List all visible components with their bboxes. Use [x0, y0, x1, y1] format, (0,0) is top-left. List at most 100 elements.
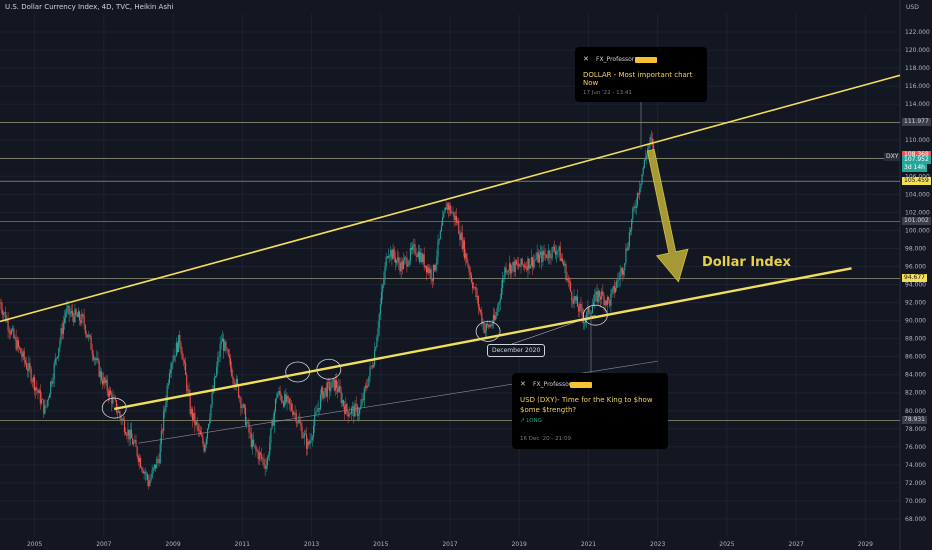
candle-body — [560, 258, 562, 261]
candle-body — [517, 263, 519, 265]
candle-body — [429, 269, 431, 274]
candle-body — [406, 257, 408, 267]
candle-body — [600, 296, 602, 300]
candle-body — [213, 377, 215, 391]
candle-body — [229, 358, 232, 368]
candle-body — [507, 270, 509, 272]
candle-body — [140, 458, 142, 468]
candle-body — [146, 474, 149, 481]
candle-body — [31, 381, 33, 383]
candle-body — [420, 252, 422, 262]
candle-body — [598, 290, 600, 297]
candle-body — [620, 268, 622, 273]
candle-body — [371, 365, 373, 368]
candle-body — [172, 360, 174, 364]
idea-card-top[interactable]: ✕ FX_Professor DOLLAR - Most important c… — [575, 47, 707, 102]
idea-card-bottom[interactable]: ✕ FX_Professor USD (DXY)- Time for the K… — [512, 373, 668, 449]
idea-author[interactable]: FX_Professor — [596, 56, 635, 63]
idea-title[interactable]: USD (DXY)- Time for the King to $how $om… — [520, 396, 653, 414]
candle-body — [466, 253, 468, 263]
candle-body — [483, 322, 485, 333]
candle-body — [206, 428, 209, 439]
price-tag: 107.952 — [902, 156, 931, 165]
candle-body — [332, 379, 334, 382]
candle-body — [446, 203, 448, 210]
candle-body — [434, 264, 436, 271]
candle-body — [610, 293, 612, 306]
candle-body — [53, 363, 55, 380]
candle-body — [356, 405, 358, 416]
candle-body — [166, 385, 168, 402]
price-tag: 78.931 — [902, 416, 927, 425]
candle-body — [291, 404, 293, 411]
candle-body — [115, 400, 117, 412]
candle-body — [341, 400, 343, 403]
candle-body — [70, 310, 73, 314]
candle-body — [202, 436, 204, 444]
candle-body — [379, 304, 381, 315]
y-tick-label: 74.000 — [905, 462, 926, 469]
candle-body — [573, 296, 575, 304]
idea-author[interactable]: FX_Professor — [533, 381, 572, 388]
candle-body — [185, 362, 187, 376]
candle-body — [372, 365, 375, 368]
candle-body — [506, 271, 508, 273]
candle-body — [538, 254, 541, 263]
candle-body — [360, 405, 362, 409]
y-tick-label: 102.000 — [905, 209, 930, 216]
candle-body — [40, 399, 43, 404]
candle-body — [66, 307, 68, 314]
candle-body — [617, 280, 619, 281]
candle-body — [595, 291, 597, 295]
candle-body — [627, 246, 629, 250]
candle-body — [508, 263, 511, 271]
candle-body — [28, 363, 30, 371]
candle-body — [186, 375, 188, 391]
callout-connector-line — [511, 314, 596, 345]
candle-body — [612, 285, 614, 290]
candle-body — [490, 324, 492, 326]
candle-body — [593, 302, 595, 307]
candle-body — [14, 337, 16, 338]
candle-body — [20, 348, 22, 354]
candle-body — [38, 389, 40, 394]
candle-body — [15, 337, 17, 350]
candle-body — [128, 429, 130, 440]
candle-body — [225, 341, 227, 349]
candle-body — [567, 278, 569, 281]
candle-body — [633, 206, 635, 209]
candle-body — [126, 434, 128, 436]
candle-body — [636, 193, 638, 206]
candle-body — [323, 391, 325, 399]
x-tick-label: 2023 — [650, 541, 665, 548]
y-tick-label: 100.000 — [905, 227, 930, 234]
candle-body — [347, 411, 349, 417]
candle-body — [211, 392, 213, 405]
candle-body — [227, 349, 229, 356]
candle-body — [306, 434, 308, 449]
candle-body — [182, 359, 184, 361]
candle-body — [183, 360, 185, 363]
candle-body — [163, 411, 165, 432]
candle-body — [395, 260, 398, 263]
candle-body — [394, 257, 396, 263]
candle-body — [447, 203, 449, 210]
candle-body — [314, 414, 316, 426]
candle-body — [453, 212, 455, 221]
candle-body — [632, 208, 634, 220]
y-tick-label: 86.000 — [905, 354, 926, 361]
candle-body — [248, 421, 250, 433]
candle-body — [590, 312, 592, 314]
candle-body — [197, 425, 199, 431]
candle-body — [651, 139, 653, 145]
idea-title[interactable]: DOLLAR - Most important chart Now — [583, 71, 693, 87]
candle-body — [389, 255, 391, 257]
candle-body — [623, 270, 625, 275]
candle-body — [22, 351, 24, 357]
candle-body — [274, 398, 277, 412]
candle-body — [107, 391, 109, 397]
candle-body — [39, 389, 41, 404]
arrow-up-right-icon: ↗ — [520, 418, 525, 424]
candle-body — [407, 264, 409, 267]
